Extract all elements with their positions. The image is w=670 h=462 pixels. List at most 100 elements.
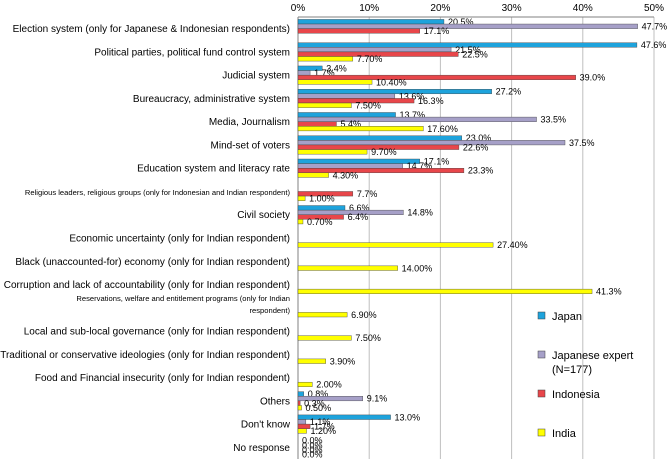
data-label: 1.20% xyxy=(311,426,337,436)
bar-indonesia xyxy=(297,144,460,150)
category-label: Bureaucracy, administrative system xyxy=(133,94,290,105)
data-label: 22.5% xyxy=(462,49,488,59)
data-label: 47.7% xyxy=(642,22,668,32)
data-label: 21.5% xyxy=(455,45,481,55)
category-label: Corruption and lack of accountability (o… xyxy=(4,280,290,291)
bar-india xyxy=(297,405,302,411)
bar-india xyxy=(297,219,304,225)
data-label: 6.6% xyxy=(349,203,370,213)
bar-india xyxy=(297,288,593,294)
data-label: 13.7% xyxy=(400,110,426,120)
data-label: 27.40% xyxy=(497,240,528,250)
x-tick-label: 20% xyxy=(430,3,450,14)
category-label: Traditional or conservative ideologies (… xyxy=(0,350,290,361)
category-label: Political parties, political fund contro… xyxy=(94,47,290,58)
data-label: 7.70% xyxy=(357,54,383,64)
data-label: 9.1% xyxy=(367,394,388,404)
bar-japan xyxy=(297,19,445,25)
bar-japan xyxy=(297,89,492,95)
data-label: 39.0% xyxy=(580,73,606,83)
data-label: 17.1% xyxy=(424,157,450,167)
bar-indonesia xyxy=(297,423,311,429)
bar-india xyxy=(297,172,329,178)
data-label: 41.3% xyxy=(596,287,622,297)
bar-japanese-expert-n-177- xyxy=(297,419,307,425)
data-label: 0.8% xyxy=(308,389,329,399)
data-label: 10.40% xyxy=(376,77,407,87)
data-label: 33.5% xyxy=(541,115,567,125)
data-label: 6.4% xyxy=(348,212,369,222)
category-label: Religious leaders, religious groups (onl… xyxy=(25,188,291,197)
bar-india xyxy=(297,126,424,132)
bar-india xyxy=(297,79,373,85)
data-label: 1.7% xyxy=(314,68,335,78)
bar-japanese-expert-n-177- xyxy=(297,163,403,169)
bar-indonesia xyxy=(297,168,465,174)
bar-japanese-expert-n-177- xyxy=(297,70,311,76)
category-label: Others xyxy=(260,396,290,407)
bar-japanese-expert-n-177- xyxy=(297,209,404,215)
data-label: 14.00% xyxy=(402,263,433,273)
data-label: 23.3% xyxy=(468,166,494,176)
bar-japan xyxy=(297,391,304,397)
bar-indonesia xyxy=(297,74,576,80)
data-label: 22.6% xyxy=(463,142,489,152)
bar-japan xyxy=(297,158,420,164)
bar-india xyxy=(297,428,307,434)
data-label: 3.4% xyxy=(326,63,347,73)
data-label: 4.30% xyxy=(333,170,359,180)
category-label: Economic uncertainty (only for Indian re… xyxy=(69,234,290,245)
legend-label: Japanese expert xyxy=(552,350,633,362)
data-label: 9.70% xyxy=(371,147,397,157)
legend-swatch xyxy=(537,311,546,320)
bar-indonesia xyxy=(297,28,420,34)
data-label: 14.7% xyxy=(407,161,433,171)
legend-label: (N=177) xyxy=(552,364,592,376)
data-label: 0.0% xyxy=(302,449,323,459)
bar-india xyxy=(297,56,354,62)
data-label: 47.6% xyxy=(641,40,667,50)
category-label: Election system (only for Japanese & Ind… xyxy=(13,24,290,35)
bar-india xyxy=(297,242,494,248)
bar-japan xyxy=(297,112,396,118)
bar-japanese-expert-n-177- xyxy=(297,396,363,402)
data-label: 1.1% xyxy=(310,417,331,427)
x-tick-label: 10% xyxy=(359,3,379,14)
x-tick-label: 40% xyxy=(573,3,593,14)
bar-indonesia xyxy=(297,214,344,220)
category-label: Food and Financial insecurity (only for … xyxy=(35,373,290,384)
data-label: 20.5% xyxy=(448,17,474,27)
data-label: 7.7% xyxy=(357,189,378,199)
data-label: 16.3% xyxy=(418,96,444,106)
bar-indonesia xyxy=(297,98,415,104)
data-label: 0.0% xyxy=(302,440,323,450)
bar-indonesia xyxy=(297,121,337,127)
data-label: 13.6% xyxy=(399,91,425,101)
data-label: 0.50% xyxy=(306,403,332,413)
category-label: Black (unaccounted-for) economy (only fo… xyxy=(15,257,290,268)
legend-label: Indonesia xyxy=(552,389,601,401)
data-label: 7.50% xyxy=(355,101,381,111)
legend-swatch xyxy=(537,428,546,437)
bar-india xyxy=(297,335,352,341)
bar-japanese-expert-n-177- xyxy=(297,116,537,122)
category-label: No response xyxy=(233,443,290,454)
x-tick-label: 50% xyxy=(644,3,664,14)
data-label: 6.90% xyxy=(351,310,377,320)
legend-label: Japan xyxy=(552,311,582,323)
data-label: 37.5% xyxy=(569,138,595,148)
data-label: 0.0% xyxy=(302,445,323,455)
data-label: 0.3% xyxy=(304,398,325,408)
legend-label: India xyxy=(552,428,577,440)
data-label: 17.60% xyxy=(427,124,458,134)
data-label: 1.7% xyxy=(314,422,335,432)
bar-india xyxy=(297,195,306,201)
bar-indonesia xyxy=(297,51,459,57)
x-tick-label: 0% xyxy=(291,3,306,14)
data-label: 3.90% xyxy=(330,356,356,366)
data-label: 14.8% xyxy=(407,208,433,218)
legend-swatch xyxy=(537,350,546,359)
bar-japanese-expert-n-177- xyxy=(297,23,638,29)
bar-india xyxy=(297,381,313,387)
